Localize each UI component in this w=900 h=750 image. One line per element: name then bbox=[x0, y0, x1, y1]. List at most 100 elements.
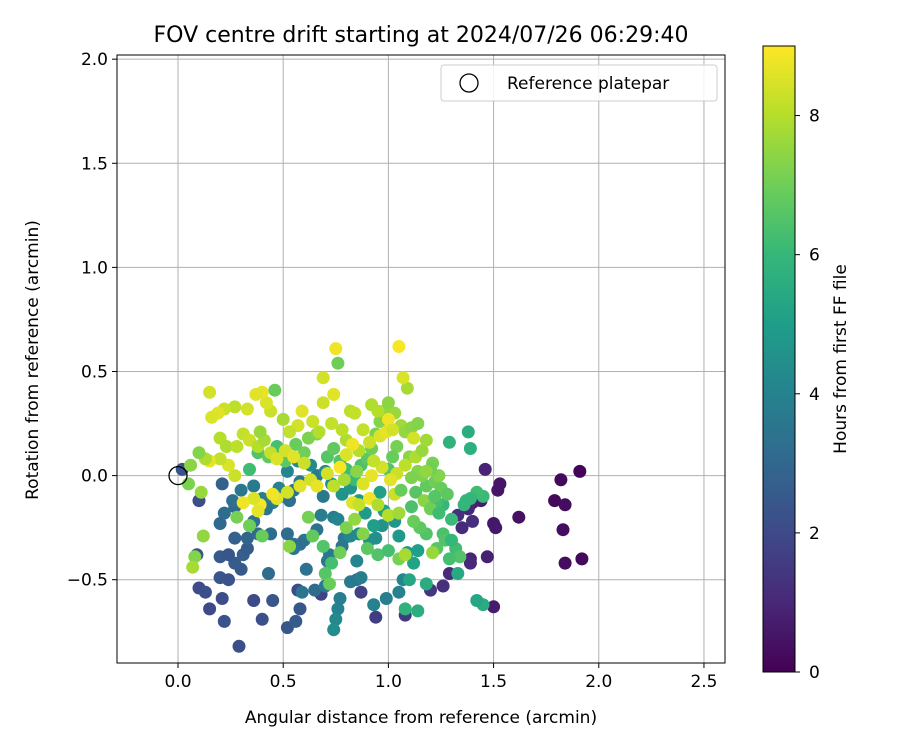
data-point bbox=[308, 583, 322, 597]
data-point bbox=[405, 471, 418, 485]
data-point bbox=[371, 498, 385, 512]
y-axis-ticks: −0.5 0.0 0.5 1.0 1.5 2.0 bbox=[67, 50, 117, 591]
y-tick-label: 0.0 bbox=[81, 467, 108, 487]
data-point bbox=[329, 342, 343, 356]
colorbar-tick-label: 2 bbox=[809, 524, 820, 544]
data-point bbox=[259, 396, 273, 410]
colorbar-label: Hours from first FF file bbox=[831, 264, 851, 454]
data-point bbox=[352, 498, 366, 512]
data-point bbox=[512, 510, 526, 524]
chart-title: FOV centre drift starting at 2024/07/26 … bbox=[154, 23, 689, 48]
data-point bbox=[558, 498, 572, 512]
data-point bbox=[442, 435, 456, 449]
data-point bbox=[228, 400, 242, 414]
data-point bbox=[348, 406, 362, 420]
data-point bbox=[316, 371, 330, 385]
data-point bbox=[381, 544, 395, 558]
data-point bbox=[363, 435, 376, 449]
data-point bbox=[480, 550, 494, 564]
data-point bbox=[428, 489, 442, 503]
data-point bbox=[491, 483, 505, 497]
data-point bbox=[228, 469, 242, 483]
data-point bbox=[205, 410, 219, 424]
data-point bbox=[219, 440, 233, 453]
data-point bbox=[451, 567, 465, 580]
data-point bbox=[354, 571, 368, 585]
y-axis-label: Rotation from reference (arcmin) bbox=[23, 220, 43, 500]
colorbar bbox=[762, 45, 796, 673]
data-point bbox=[470, 594, 484, 607]
data-point bbox=[186, 560, 200, 574]
data-point bbox=[487, 600, 501, 614]
data-point bbox=[415, 444, 429, 458]
data-point bbox=[240, 402, 254, 416]
data-point bbox=[339, 521, 353, 535]
data-point bbox=[327, 387, 341, 401]
data-point bbox=[243, 519, 256, 533]
data-point bbox=[392, 506, 406, 520]
y-tick-label: 0.5 bbox=[81, 362, 108, 382]
data-point bbox=[255, 612, 269, 626]
data-point bbox=[295, 404, 309, 418]
data-point bbox=[360, 542, 374, 555]
data-point bbox=[407, 514, 421, 528]
data-point bbox=[215, 592, 229, 605]
data-point bbox=[316, 396, 330, 410]
data-point bbox=[203, 602, 217, 616]
data-point bbox=[312, 425, 326, 439]
data-point bbox=[335, 487, 349, 501]
data-point bbox=[356, 423, 370, 437]
data-point bbox=[301, 510, 315, 524]
data-point bbox=[556, 523, 570, 537]
x-tick-label: 0.0 bbox=[164, 672, 191, 692]
data-point bbox=[419, 464, 433, 478]
data-point bbox=[346, 437, 360, 451]
legend-label-reference: Reference platepar bbox=[507, 74, 669, 94]
x-axis-ticks: 0.0 0.5 1.0 1.5 2.0 2.5 bbox=[164, 663, 717, 692]
data-point bbox=[232, 639, 246, 653]
data-point bbox=[253, 425, 267, 439]
x-tick-label: 1.0 bbox=[375, 672, 402, 692]
data-point bbox=[329, 612, 343, 626]
data-point bbox=[323, 577, 336, 591]
data-point bbox=[575, 552, 589, 566]
legend-box bbox=[440, 64, 718, 102]
y-tick-label: 1.5 bbox=[81, 154, 108, 174]
data-point bbox=[333, 592, 347, 605]
data-point bbox=[192, 446, 206, 460]
x-tick-label: 2.0 bbox=[585, 672, 612, 692]
colorbar-ticks: 0 2 4 6 8 bbox=[795, 107, 820, 683]
data-point bbox=[222, 573, 235, 587]
data-point bbox=[222, 548, 235, 562]
data-point bbox=[196, 529, 210, 543]
data-point bbox=[333, 460, 347, 474]
legend-marker-icon bbox=[459, 73, 479, 93]
data-point bbox=[350, 554, 364, 568]
data-point bbox=[297, 446, 311, 460]
data-point bbox=[194, 485, 208, 499]
data-point bbox=[392, 585, 406, 599]
data-point bbox=[247, 479, 261, 493]
data-point bbox=[182, 477, 195, 491]
data-point bbox=[266, 487, 280, 501]
data-point bbox=[407, 556, 421, 570]
data-point bbox=[314, 508, 328, 522]
data-point bbox=[478, 462, 492, 476]
colorbar-tick-label: 4 bbox=[809, 385, 820, 405]
data-point bbox=[367, 519, 381, 533]
data-point bbox=[463, 492, 477, 505]
data-point bbox=[371, 404, 385, 418]
data-point bbox=[554, 473, 568, 487]
data-point bbox=[419, 433, 433, 447]
data-point bbox=[188, 550, 202, 564]
data-point bbox=[297, 456, 311, 470]
data-point bbox=[306, 415, 320, 428]
data-point bbox=[350, 464, 364, 478]
x-axis-label: Angular distance from reference (arcmin) bbox=[245, 708, 597, 728]
data-point bbox=[230, 510, 244, 524]
data-point bbox=[436, 579, 450, 593]
data-point bbox=[251, 504, 265, 518]
data-point bbox=[213, 517, 227, 530]
data-point bbox=[390, 440, 404, 453]
